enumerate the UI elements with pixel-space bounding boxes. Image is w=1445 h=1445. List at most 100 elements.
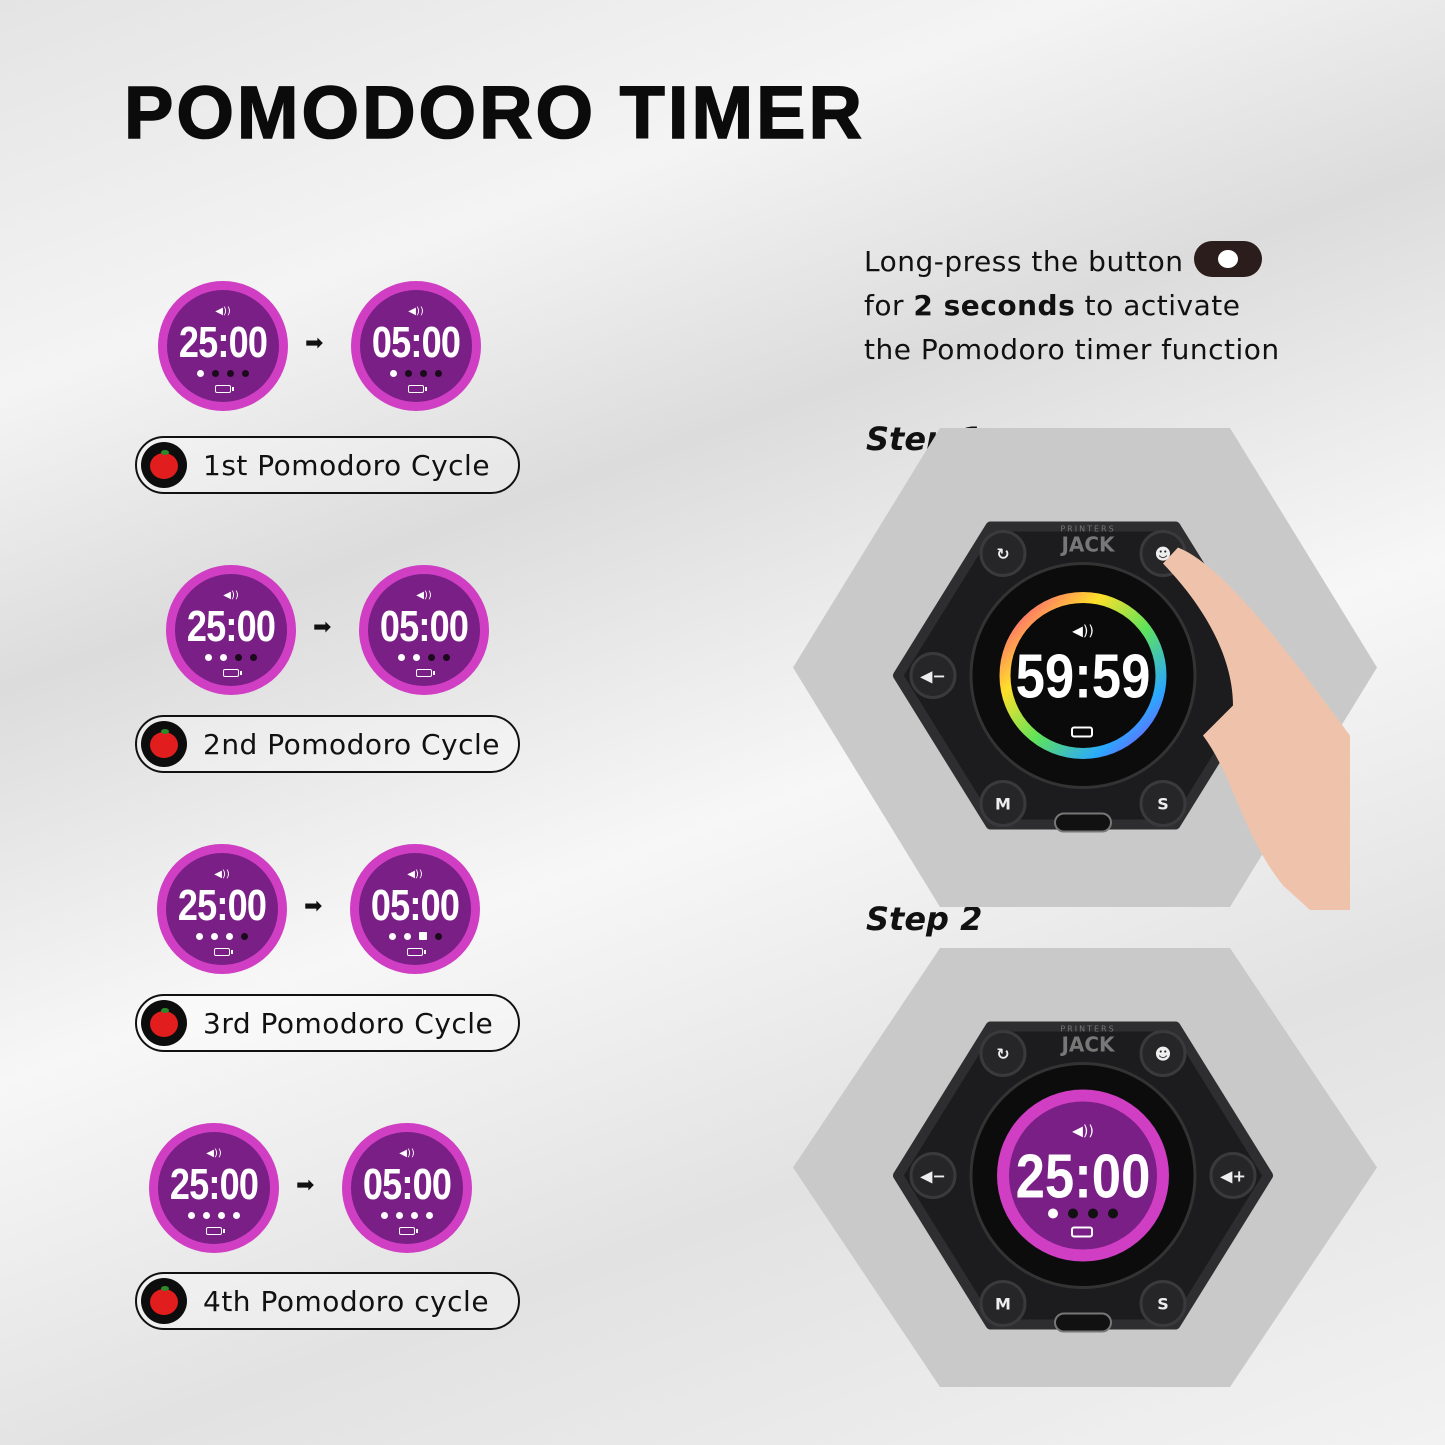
- focus-timer-circle: ◀)) 25:00: [158, 281, 288, 411]
- battery-icon: [407, 948, 426, 956]
- timer-display: 05:00: [379, 602, 469, 651]
- set-button-icon: S: [1157, 795, 1169, 814]
- instruction-duration: 2 seconds: [913, 289, 1076, 322]
- timer-face: ◀)) 05:00: [351, 1132, 463, 1244]
- brand-logo: JACK: [1059, 533, 1116, 557]
- reset-button-icon: ↻: [996, 1045, 1009, 1064]
- arrow-right-icon: ➡: [313, 615, 332, 640]
- speaker-icon: ◀)): [407, 869, 423, 880]
- hand-image: [1163, 547, 1350, 910]
- timer-display: 59:59: [1016, 643, 1151, 712]
- battery-icon: [416, 669, 435, 677]
- volume-up-button-icon: ◀+: [1220, 1167, 1246, 1186]
- cycle-label: 4th Pomodoro cycle: [203, 1284, 490, 1318]
- timer-display: 25:00: [1016, 1143, 1151, 1212]
- focus-timer-circle: ◀)) 25:00: [166, 565, 296, 695]
- cycle-progress-dots: [368, 654, 480, 661]
- volume-down-button-icon: ◀−: [920, 667, 946, 686]
- screen-face: [1009, 1101, 1157, 1250]
- progress-dot-black: [227, 370, 234, 377]
- cycle-progress-dots: [360, 370, 472, 377]
- instructions: Long-press the button for 2 seconds to a…: [864, 240, 1280, 372]
- volume-down-button: [909, 1152, 957, 1199]
- speaker-icon: ◀)): [416, 590, 432, 601]
- speaker-icon: ◀)): [399, 1148, 415, 1159]
- timer-face: ◀)) 25:00: [166, 853, 278, 965]
- brand-logo: PRINTERS: [1060, 525, 1115, 534]
- progress-dot-white: [426, 1212, 433, 1219]
- progress-dot-black: [235, 654, 242, 661]
- instruction-line-3: the Pomodoro timer function: [864, 333, 1280, 366]
- battery-icon: [1071, 1226, 1093, 1238]
- mode-button-icon: M: [995, 795, 1011, 814]
- arrow-right-icon: ➡: [305, 331, 324, 356]
- progress-dot-white: [398, 654, 405, 661]
- speaker-icon: ◀)): [215, 306, 231, 317]
- progress-dot-white: [226, 933, 233, 940]
- brand-logo: JACK: [1059, 1033, 1116, 1057]
- progress-dot-square: [418, 932, 427, 940]
- arrow-right-icon: ➡: [296, 1173, 315, 1198]
- cycle-progress-dots: [359, 932, 471, 940]
- battery-icon: [408, 385, 427, 393]
- tomato-icon: [141, 1278, 187, 1324]
- progress-dot-black: [434, 933, 442, 940]
- instruction-line-2-pre: for: [864, 289, 914, 322]
- progress-dot-black: [428, 654, 435, 661]
- mode-button-icon: M: [995, 1295, 1011, 1314]
- progress-dot-white: [205, 654, 212, 661]
- speaker-icon: ◀)): [223, 590, 239, 601]
- cycle-progress-dots: [175, 654, 287, 661]
- pomodoro-button: [1139, 1030, 1187, 1077]
- timer-face: ◀)) 25:00: [175, 574, 287, 686]
- progress-dot-black: [420, 370, 427, 377]
- brand-logo: PRINTERS: [1060, 1025, 1115, 1034]
- timer-display: 05:00: [362, 1160, 452, 1209]
- tomato-icon: [141, 721, 187, 767]
- tomato-button-icon: [1193, 241, 1262, 277]
- page-title: POMODORO TIMER: [123, 70, 865, 155]
- battery-icon: [1071, 726, 1093, 738]
- arrow-right-icon: ➡: [304, 894, 323, 919]
- progress-dot-white: [388, 933, 396, 940]
- reset-button-icon: ↻: [996, 545, 1009, 564]
- cycle-label: 1st Pomodoro Cycle: [203, 448, 491, 482]
- break-timer-circle: ◀)) 05:00: [359, 565, 489, 695]
- progress-dot-white: [220, 654, 227, 661]
- set-button-icon: S: [1157, 1295, 1169, 1314]
- mode-button: [979, 1280, 1027, 1327]
- progress-dot-white: [381, 1212, 388, 1219]
- battery-icon: [206, 1227, 225, 1235]
- battery-icon: [223, 669, 242, 677]
- tomato-icon: [141, 442, 187, 488]
- volume-down-button: [909, 652, 957, 699]
- progress-dot-white: [211, 933, 218, 940]
- progress-dot-white: [218, 1212, 225, 1219]
- cycle-progress-dots: [167, 370, 279, 377]
- reset-button: [979, 1030, 1027, 1077]
- pomodoro-button-icon: ☻: [1155, 1045, 1172, 1064]
- progress-dot-white: [203, 1212, 210, 1219]
- progress-dot-black: [250, 654, 257, 661]
- cycle-label-pill: 4th Pomodoro cycle: [135, 1272, 520, 1330]
- usb-c-port: [1054, 1312, 1112, 1333]
- progress-dot-black: [242, 370, 249, 377]
- timer-display: 05:00: [371, 318, 461, 367]
- set-button: [1139, 1280, 1187, 1327]
- volume-up-button: [1209, 1152, 1257, 1199]
- progress-dot: [1048, 1208, 1058, 1219]
- cycle-label-pill: 3rd Pomodoro Cycle: [135, 994, 520, 1052]
- speaker-icon: ◀)): [214, 869, 230, 880]
- cycle-progress-dots: [158, 1212, 270, 1219]
- mode-button: [979, 780, 1027, 827]
- instruction-line-2-post: to activate: [1075, 289, 1241, 322]
- progress-dot: [1068, 1208, 1078, 1219]
- progress-dot-white: [390, 370, 397, 377]
- progress-dot-white: [413, 654, 420, 661]
- rainbow-ring: [999, 592, 1167, 759]
- timer-display: 25:00: [177, 881, 267, 930]
- progress-dot-white: [411, 1212, 418, 1219]
- progress-dot-white: [233, 1212, 240, 1219]
